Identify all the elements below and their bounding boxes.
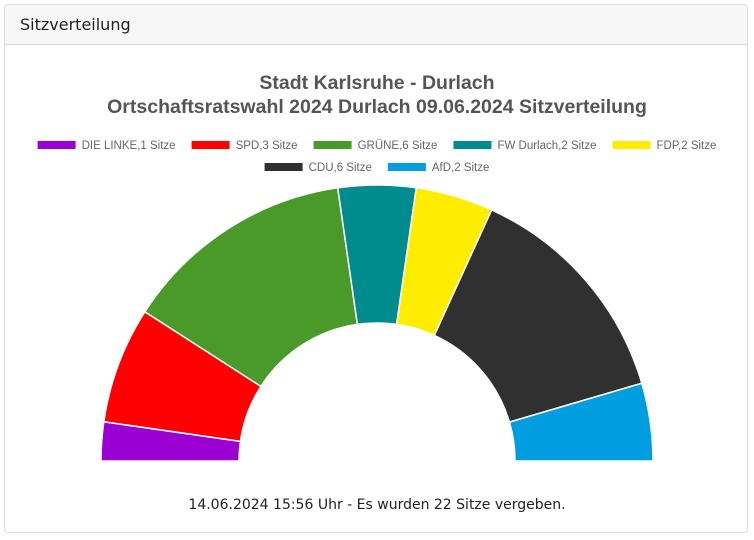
legend-swatch — [191, 141, 230, 149]
chart-title-line-1: Stadt Karlsruhe - Durlach — [259, 72, 494, 94]
legend-label: AfD,2 Sitze — [432, 162, 490, 174]
chart-title-line-2: Ortschaftsratswahl 2024 Durlach 09.06.20… — [107, 96, 647, 118]
legend-swatch — [387, 163, 426, 171]
chart-title: Stadt Karlsruhe - Durlach Ortschaftsrats… — [107, 72, 647, 118]
seat-slice[interactable] — [508, 382, 654, 462]
seat-slice[interactable] — [143, 186, 359, 388]
legend-item[interactable]: SPD,3 Sitze — [191, 140, 298, 152]
legend-item[interactable]: FW Durlach,2 Sitze — [453, 140, 597, 152]
seat-distribution-card: Sitzverteilung Stadt Karlsruhe - Durlach… — [4, 4, 748, 533]
legend-item[interactable]: AfD,2 Sitze — [387, 162, 490, 174]
legend-item[interactable]: CDU,6 Sitze — [264, 162, 372, 174]
seat-summary-footer: 14.06.2024 15:56 Uhr - Es wurden 22 Sitz… — [188, 497, 566, 513]
legend-label: DIE LINKE,1 Sitze — [82, 140, 176, 152]
chart-legend: DIE LINKE,1 Sitze SPD,3 Sitze GRÜNE,6 Sitz… — [37, 140, 717, 174]
legend-label: SPD,3 Sitze — [236, 140, 298, 152]
legend-item[interactable]: GRÜNE,6 Sitze — [313, 140, 438, 152]
legend-swatch — [453, 141, 492, 149]
legend-swatch — [37, 141, 76, 149]
legend-item[interactable]: DIE LINKE,1 Sitze — [37, 140, 176, 152]
chart-slices — [100, 184, 654, 462]
card-title: Sitzverteilung — [20, 15, 131, 34]
legend-swatch — [612, 141, 651, 149]
legend-item[interactable]: FDP,2 Sitze — [612, 140, 717, 152]
legend-label: FDP,2 Sitze — [657, 140, 717, 152]
seat-slice[interactable] — [433, 208, 643, 424]
legend-label: GRÜNE,6 Sitze — [358, 140, 438, 152]
seat-chart: Stadt Karlsruhe - Durlach Ortschaftsrats… — [37, 72, 717, 462]
legend-label: CDU,6 Sitze — [309, 162, 372, 174]
legend-label: FW Durlach,2 Sitze — [497, 140, 596, 152]
legend-swatch — [313, 141, 352, 149]
legend-swatch — [264, 163, 303, 171]
card-header: Sitzverteilung — [5, 5, 747, 45]
